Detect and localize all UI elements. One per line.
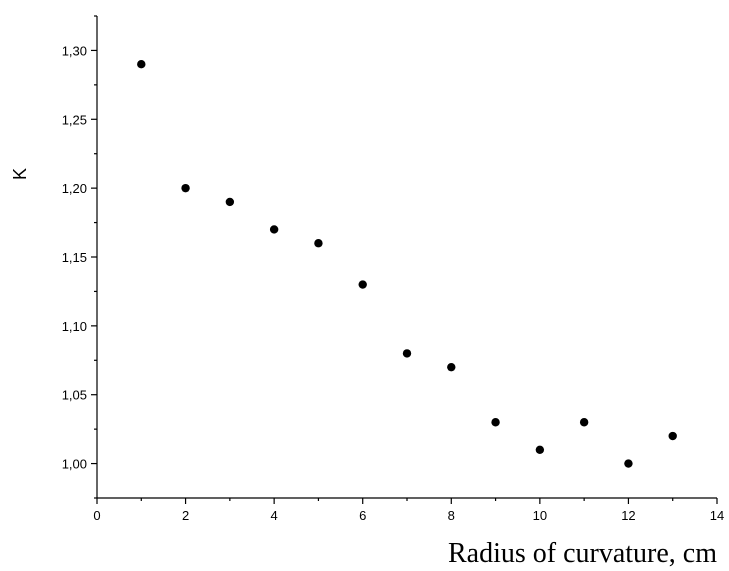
axes: [96, 16, 717, 499]
data-point: [668, 431, 677, 441]
data-point: [535, 445, 545, 454]
data-point: [579, 418, 589, 427]
y-tick-label: 1,15: [62, 250, 87, 265]
y-tick-label: 1,00: [62, 457, 87, 472]
data-point: [447, 362, 456, 372]
y-tick-label: 1,25: [62, 112, 87, 127]
y-axis-label: K: [10, 168, 30, 180]
data-points: [137, 59, 677, 468]
y-tick-label: 1,05: [62, 388, 87, 403]
data-point: [181, 183, 190, 193]
x-tick-label: 8: [448, 508, 455, 523]
data-point: [314, 239, 323, 248]
data-point: [269, 225, 279, 234]
x-tick-label: 6: [359, 508, 366, 523]
x-tick-label: 10: [533, 508, 547, 523]
data-point: [624, 459, 633, 468]
y-ticks: 1,00 1,05 1,10 1,15 1,20 1,25 1,30: [62, 15, 97, 499]
x-tick-label: 4: [271, 508, 278, 523]
x-tick-label: 14: [710, 508, 724, 523]
x-tick-label: 2: [182, 508, 189, 523]
data-point: [491, 418, 500, 427]
y-tick-label: 1,30: [62, 43, 87, 58]
data-point: [225, 197, 235, 207]
y-tick-label: 1,10: [62, 319, 87, 334]
x-tick-label: 0: [93, 508, 100, 523]
x-ticks: 0 2 4 6 8 10 12 14: [93, 498, 724, 523]
data-point: [358, 280, 367, 289]
x-tick-label: 12: [621, 508, 635, 523]
data-point: [402, 349, 412, 358]
y-tick-label: 1,20: [62, 181, 87, 196]
x-axis-label: Radius of curvature, cm: [448, 538, 717, 569]
data-point: [137, 59, 146, 69]
